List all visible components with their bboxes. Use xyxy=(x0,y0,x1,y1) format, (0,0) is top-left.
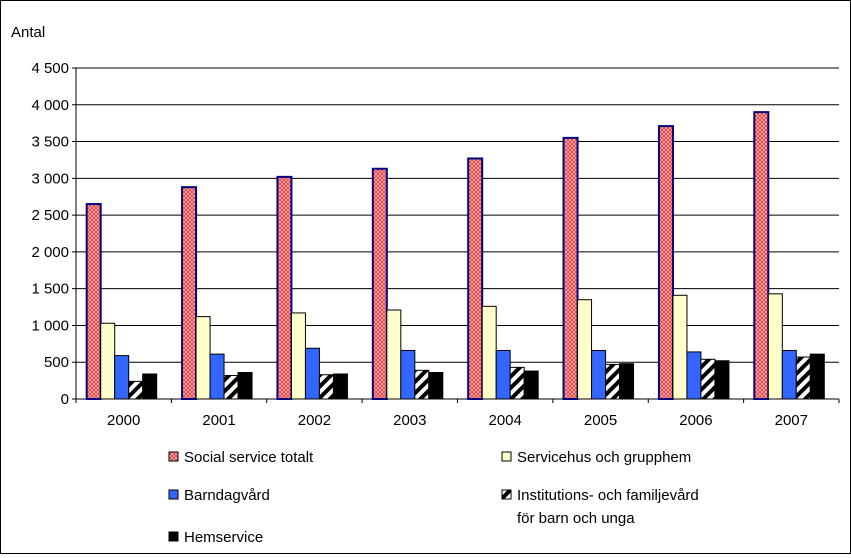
bar-hemservice-2001 xyxy=(237,372,253,400)
bar-hemservice-2002 xyxy=(332,373,348,400)
bar-hemservice-2004 xyxy=(523,370,539,400)
bar-institutions-och-familjev-rd-f-r-barn-och-unga-2000 xyxy=(128,380,144,400)
x-tick-label: 2003 xyxy=(393,412,426,429)
bar-servicehus-och-grupphem-2000 xyxy=(100,322,116,400)
bar-social-service-totalt-2003 xyxy=(371,167,388,400)
y-tick-label: 500 xyxy=(44,354,69,371)
bar-barndagv-rd-2005 xyxy=(591,349,607,400)
bar-servicehus-och-grupphem-2005 xyxy=(577,299,593,400)
y-tick-label: 4 000 xyxy=(31,97,69,114)
bars xyxy=(85,111,825,400)
y-tick-label: 0 xyxy=(61,391,69,408)
bar-hemservice-2003 xyxy=(428,372,444,400)
x-tick-label: 2002 xyxy=(298,412,331,429)
legend-swatch xyxy=(168,451,179,462)
bar-institutions-och-familjev-rd-f-r-barn-och-unga-2004 xyxy=(509,366,525,400)
bar-social-service-totalt-2004 xyxy=(467,157,484,400)
bar-hemservice-2006 xyxy=(714,360,730,400)
bar-social-service-totalt-2002 xyxy=(276,175,293,400)
y-tick-label: 3 500 xyxy=(31,134,69,151)
bar-institutions-och-familjev-rd-f-r-barn-och-unga-2006 xyxy=(700,358,716,400)
bar-barndagv-rd-2003 xyxy=(400,349,416,400)
bar-servicehus-och-grupphem-2004 xyxy=(481,305,497,400)
legend-swatch xyxy=(168,489,179,500)
x-tick-label: 2004 xyxy=(489,412,522,429)
bar-barndagv-rd-2006 xyxy=(686,351,702,400)
bar-barndagv-rd-2000 xyxy=(114,355,130,400)
bar-social-service-totalt-2000 xyxy=(85,203,102,400)
y-tick-label: 4 500 xyxy=(31,60,69,77)
bar-servicehus-och-grupphem-2002 xyxy=(290,312,306,400)
bar-social-service-totalt-2007 xyxy=(753,111,770,400)
bar-hemservice-2005 xyxy=(619,363,635,400)
x-tick-label: 2001 xyxy=(202,412,235,429)
bar-social-service-totalt-2006 xyxy=(657,125,674,400)
bar-institutions-och-familjev-rd-f-r-barn-och-unga-2001 xyxy=(223,374,239,400)
bar-servicehus-och-grupphem-2006 xyxy=(672,294,688,400)
bar-barndagv-rd-2001 xyxy=(209,353,225,400)
axis-labels: Antal 0 500 1 000 1 500 2 000 2 500 3 000 3 500 4… xyxy=(11,24,808,429)
y-tick-label: 3 000 xyxy=(31,170,69,187)
bar-social-service-totalt-2001 xyxy=(181,186,198,400)
x-tick-label: 2000 xyxy=(107,412,140,429)
legend: Social service totalt Servicehus och grup… xyxy=(168,449,699,546)
bar-servicehus-och-grupphem-2001 xyxy=(195,316,211,400)
bar-barndagv-rd-2007 xyxy=(781,349,797,400)
legend-swatch xyxy=(168,531,179,542)
legend-label: för barn och unga xyxy=(517,510,635,527)
legend-label: Hemservice xyxy=(184,529,263,546)
bar-institutions-och-familjev-rd-f-r-barn-och-unga-2007 xyxy=(795,356,811,400)
bar-barndagv-rd-2002 xyxy=(304,347,320,400)
bar-institutions-och-familjev-rd-f-r-barn-och-unga-2005 xyxy=(605,363,621,400)
y-tick-label: 2 500 xyxy=(31,207,69,224)
legend-swatch xyxy=(501,451,512,462)
bar-institutions-och-familjev-rd-f-r-barn-och-unga-2002 xyxy=(318,374,334,400)
x-tick-label: 2007 xyxy=(775,412,808,429)
bar-hemservice-2007 xyxy=(809,353,825,400)
legend-label: Institutions- och familjevård xyxy=(517,487,699,504)
y-axis-label: Antal xyxy=(11,24,45,41)
x-tick-label: 2006 xyxy=(679,412,712,429)
bar-servicehus-och-grupphem-2003 xyxy=(386,309,402,400)
y-tick-label: 2 000 xyxy=(31,244,69,261)
bar-hemservice-2000 xyxy=(142,373,158,400)
bar-institutions-och-familjev-rd-f-r-barn-och-unga-2003 xyxy=(414,369,430,400)
y-tick-label: 1 000 xyxy=(31,317,69,334)
bar-barndagv-rd-2004 xyxy=(495,349,511,400)
bar-social-service-totalt-2005 xyxy=(562,136,579,400)
legend-swatch xyxy=(501,489,512,500)
bar-servicehus-och-grupphem-2007 xyxy=(767,293,783,400)
y-tick-label: 1 500 xyxy=(31,281,69,298)
legend-label: Barndagvård xyxy=(184,487,270,504)
legend-label: Social service totalt xyxy=(184,449,314,466)
x-tick-label: 2005 xyxy=(584,412,617,429)
legend-label: Servicehus och grupphem xyxy=(517,449,691,466)
